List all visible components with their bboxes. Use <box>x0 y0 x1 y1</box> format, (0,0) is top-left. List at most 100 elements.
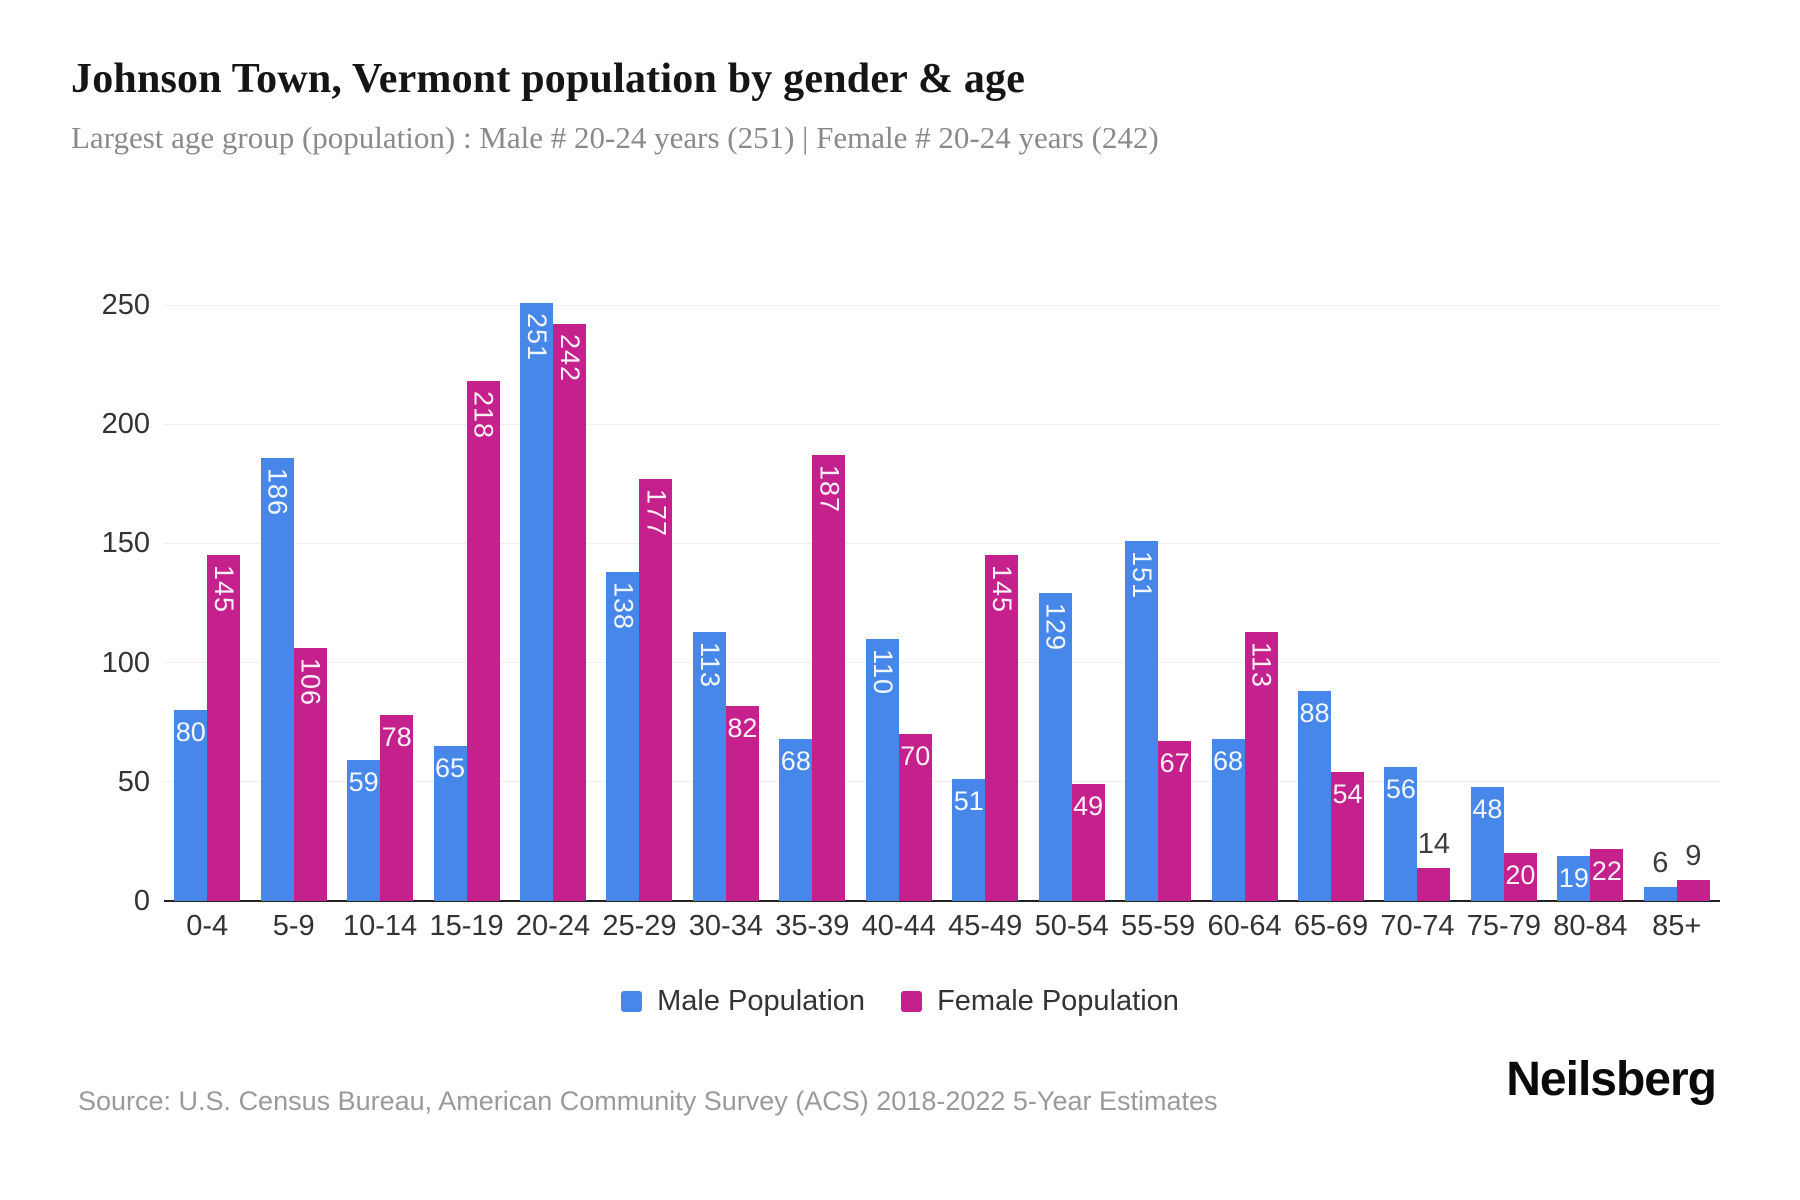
y-tick-label-50: 50 <box>117 765 150 798</box>
y-tick-label-250: 250 <box>101 289 150 321</box>
x-tick-label-80-84: 80-84 <box>1553 910 1628 942</box>
y-gridline-100 <box>164 662 1720 664</box>
bar-female-0-4[interactable] <box>207 555 241 901</box>
bar-male-55-59[interactable] <box>1125 541 1159 901</box>
bar-female-45-49[interactable] <box>985 555 1019 901</box>
x-tick-label-55-59: 55-59 <box>1121 910 1196 942</box>
chart-title: Johnson Town, Vermont population by gend… <box>71 56 1026 102</box>
bar-value-label: 145 <box>209 565 240 614</box>
bar-value-label: 6 <box>1652 846 1669 879</box>
bar-male-40-44[interactable] <box>865 638 899 901</box>
bar-female-80-84[interactable] <box>1590 848 1624 901</box>
bar-male-35-39[interactable] <box>779 738 813 901</box>
bar-female-30-34[interactable] <box>725 705 759 901</box>
y-tick-label-200: 200 <box>101 408 150 441</box>
bar-value-label: 68 <box>780 745 811 776</box>
bar-value-label: 48 <box>1472 793 1503 824</box>
bar-female-55-59[interactable] <box>1158 741 1192 901</box>
chart-legend: Male Population Female Population <box>0 985 1800 1018</box>
bar-female-75-79[interactable] <box>1503 853 1537 901</box>
x-tick-label-70-74: 70-74 <box>1380 910 1455 942</box>
bar-value-label: 113 <box>694 641 725 688</box>
bar-value-label: 80 <box>175 717 206 748</box>
y-gridline-50 <box>164 781 1720 783</box>
bar-female-40-44[interactable] <box>898 734 932 901</box>
bar-female-25-29[interactable] <box>639 479 673 901</box>
bar-male-5-9[interactable] <box>260 457 294 901</box>
x-tick-label-30-34: 30-34 <box>688 910 763 942</box>
bar-value-label: 51 <box>953 786 984 817</box>
x-tick-label-5-9: 5-9 <box>272 910 315 942</box>
bar-male-25-29[interactable] <box>606 572 640 901</box>
bar-value-label: 110 <box>867 648 898 695</box>
bar-female-65-69[interactable] <box>1331 772 1364 901</box>
x-tick-label-45-49: 45-49 <box>948 910 1023 942</box>
bar-value-label: 106 <box>295 658 326 707</box>
bar-value-label: 145 <box>987 565 1018 614</box>
bar-value-label: 242 <box>555 334 585 383</box>
bar-male-30-34[interactable] <box>692 631 726 901</box>
bar-female-10-14[interactable] <box>380 715 414 901</box>
bar-value-label: 22 <box>1591 855 1622 886</box>
bar-value-label: 251 <box>522 312 552 361</box>
legend-item-female-population[interactable]: Female Population <box>901 985 1179 1018</box>
y-gridline-200 <box>164 423 1720 425</box>
legend-label: Male Population <box>657 985 866 1017</box>
y-gridline-150 <box>164 542 1720 544</box>
bar-value-label: 129 <box>1040 603 1071 652</box>
x-tick-label-60-64: 60-64 <box>1207 910 1282 942</box>
y-tick-label-100: 100 <box>101 646 150 679</box>
x-tick-label-85: 85+ <box>1652 910 1702 942</box>
bar-value-label: 9 <box>1685 839 1702 872</box>
neilsberg-logo: Neilsberg <box>1506 1053 1717 1106</box>
bar-value-label: 20 <box>1505 860 1536 891</box>
bar-value-label: 177 <box>641 489 672 538</box>
bar-female-70-74[interactable] <box>1417 867 1451 901</box>
bar-female-85[interactable] <box>1676 879 1710 901</box>
bar-value-label: 19 <box>1558 862 1589 893</box>
legend-swatch-female-population <box>901 991 923 1012</box>
bar-male-10-14[interactable] <box>347 760 381 901</box>
bar-value-label: 49 <box>1073 791 1104 822</box>
bar-male-80-84[interactable] <box>1557 855 1591 901</box>
bar-male-60-64[interactable] <box>1211 738 1245 901</box>
bar-value-label: 54 <box>1332 779 1363 810</box>
bar-male-15-19[interactable] <box>433 746 467 901</box>
legend-item-male-population[interactable]: Male Population <box>621 985 865 1018</box>
bar-male-70-74[interactable] <box>1384 767 1418 901</box>
x-tick-label-40-44: 40-44 <box>861 910 936 942</box>
bar-value-label: 218 <box>468 391 499 440</box>
bar-male-45-49[interactable] <box>952 779 986 901</box>
bar-value-label: 14 <box>1417 827 1451 860</box>
bar-female-5-9[interactable] <box>293 648 327 901</box>
bar-value-label: 68 <box>1213 745 1244 776</box>
bar-value-label: 187 <box>814 465 845 514</box>
bar-value-label: 186 <box>262 467 293 516</box>
x-tick-label-25-29: 25-29 <box>602 910 677 942</box>
y-tick-label-150: 150 <box>101 527 150 560</box>
x-axis-line <box>164 900 1720 902</box>
bar-value-label: 70 <box>900 741 931 772</box>
bar-male-20-24[interactable] <box>520 302 553 901</box>
bar-value-label: 113 <box>1246 641 1277 688</box>
bar-female-50-54[interactable] <box>1071 784 1105 901</box>
bar-male-75-79[interactable] <box>1470 786 1504 901</box>
bar-value-label: 82 <box>727 712 758 743</box>
bar-value-label: 88 <box>1299 698 1330 729</box>
bar-male-50-54[interactable] <box>1038 593 1072 901</box>
y-tick-label-0: 0 <box>133 885 150 917</box>
bar-male-85[interactable] <box>1643 886 1677 901</box>
legend-label: Female Population <box>937 985 1179 1017</box>
bar-value-label: 67 <box>1159 748 1190 779</box>
bar-female-15-19[interactable] <box>466 381 500 901</box>
bar-female-35-39[interactable] <box>812 455 846 901</box>
bar-female-20-24[interactable] <box>553 324 586 901</box>
bar-value-label: 138 <box>608 582 639 631</box>
x-tick-label-0-4: 0-4 <box>186 910 229 942</box>
bar-male-0-4[interactable] <box>174 710 208 901</box>
bar-value-label: 56 <box>1385 774 1416 805</box>
x-tick-label-35-39: 35-39 <box>775 910 850 942</box>
bar-female-60-64[interactable] <box>1244 631 1278 901</box>
bar-male-65-69[interactable] <box>1298 691 1331 901</box>
